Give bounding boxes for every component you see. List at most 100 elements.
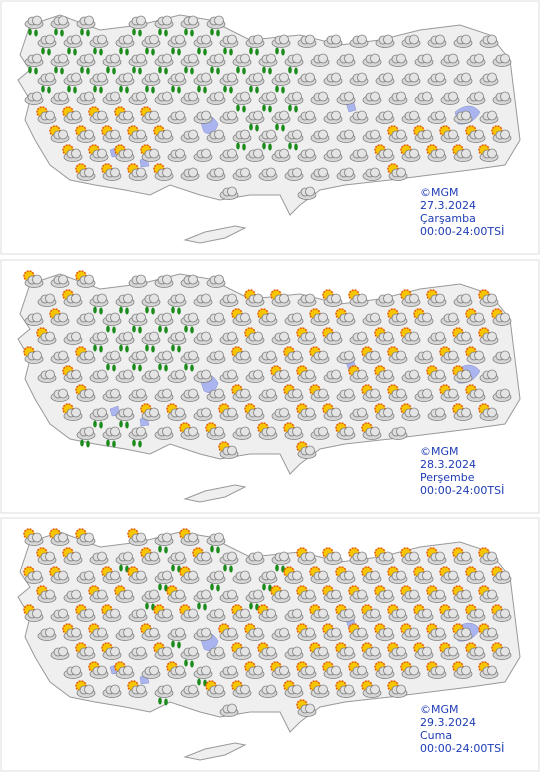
cloud — [227, 148, 237, 159]
cloud — [422, 570, 432, 581]
rain-drop — [151, 307, 155, 315]
rain-drop — [294, 143, 298, 151]
rain-drop — [203, 48, 207, 56]
weather-icon — [296, 327, 317, 345]
cloud — [487, 665, 497, 676]
weather-icon — [76, 426, 96, 448]
rain-drop — [249, 123, 253, 131]
cloud — [331, 589, 341, 600]
weather-icon — [154, 350, 174, 372]
rain-drop — [99, 307, 103, 315]
cloud — [188, 274, 198, 285]
rain-drop — [223, 47, 227, 55]
weather-icon — [387, 642, 408, 660]
weather-icon — [114, 106, 135, 124]
weather-icon — [465, 308, 486, 326]
weather-icon — [62, 403, 83, 421]
weather-icon — [24, 91, 44, 105]
cloud — [253, 72, 263, 83]
weather-icon — [439, 604, 460, 622]
cloud — [175, 627, 185, 638]
weather-icon — [466, 53, 486, 67]
weather-icon — [140, 403, 161, 421]
weather-icon — [465, 384, 486, 402]
weather-icon — [335, 680, 356, 698]
weather-icon — [284, 91, 304, 113]
cloud — [201, 627, 211, 638]
rain-drop — [171, 306, 175, 314]
weather-icon — [284, 167, 304, 181]
rain-drop — [132, 363, 136, 371]
rain-drop — [119, 85, 123, 93]
cloud — [318, 646, 328, 657]
weather-icon — [180, 15, 200, 37]
weather-icon — [206, 532, 226, 554]
weather-icon — [62, 547, 83, 565]
cloud — [188, 570, 198, 581]
weather-icon — [310, 91, 330, 105]
weather-icon — [206, 53, 226, 75]
cloud — [71, 148, 81, 159]
cloud — [474, 312, 484, 323]
weather-icon — [154, 312, 174, 334]
rain-drop — [294, 67, 298, 75]
cloud — [318, 91, 328, 102]
weather-icon — [452, 365, 473, 383]
cyprus — [183, 484, 247, 503]
weather-icon — [426, 585, 447, 603]
rain-drop — [54, 28, 58, 36]
cloud — [487, 407, 497, 418]
rain-drop — [145, 306, 149, 314]
weather-icon — [362, 91, 382, 105]
rain-drop — [249, 602, 253, 610]
weather-icon — [283, 384, 304, 402]
cloud — [253, 407, 263, 418]
cloud — [240, 608, 250, 619]
weather-icon — [179, 566, 200, 584]
weather-icon — [271, 34, 291, 56]
weather-icon — [400, 623, 421, 641]
weather-icon — [296, 403, 317, 421]
cloud — [266, 167, 276, 178]
cloud — [396, 53, 406, 64]
cloud — [110, 53, 120, 64]
time-range: 00:00-24:00TSİ — [420, 484, 504, 497]
weather-icon — [322, 661, 343, 679]
cloud — [383, 589, 393, 600]
rain-drop — [158, 697, 162, 705]
cloud — [500, 312, 510, 323]
weather-icon — [231, 308, 252, 326]
cloud — [227, 72, 237, 83]
weather-icon — [63, 589, 83, 603]
cloud — [357, 369, 367, 380]
cloud — [188, 684, 198, 695]
cloud — [188, 532, 198, 543]
rain-drop — [138, 364, 142, 372]
weather-icon — [414, 91, 434, 105]
weather-icon — [205, 422, 226, 440]
rain-drop — [288, 104, 292, 112]
weather-icon — [400, 289, 421, 307]
cloud — [201, 589, 211, 600]
weather-icon — [296, 699, 317, 717]
cloud — [474, 646, 484, 657]
weather-icon — [50, 350, 70, 364]
cloud — [253, 369, 263, 380]
weather-icon — [193, 369, 213, 383]
rain-drop — [229, 86, 233, 94]
cloud — [266, 350, 276, 361]
cloud — [396, 129, 406, 140]
cloud — [500, 388, 510, 399]
weather-icon — [76, 15, 96, 37]
weather-icon — [102, 388, 122, 402]
weather-icon — [180, 91, 200, 105]
cloud — [175, 293, 185, 304]
cloud — [175, 665, 185, 676]
weather-icon — [245, 110, 265, 132]
cloud — [58, 15, 68, 26]
cloud — [461, 551, 471, 562]
cloud — [409, 665, 419, 676]
cloud — [331, 627, 341, 638]
cloud — [110, 129, 120, 140]
weather-icon — [478, 547, 499, 565]
